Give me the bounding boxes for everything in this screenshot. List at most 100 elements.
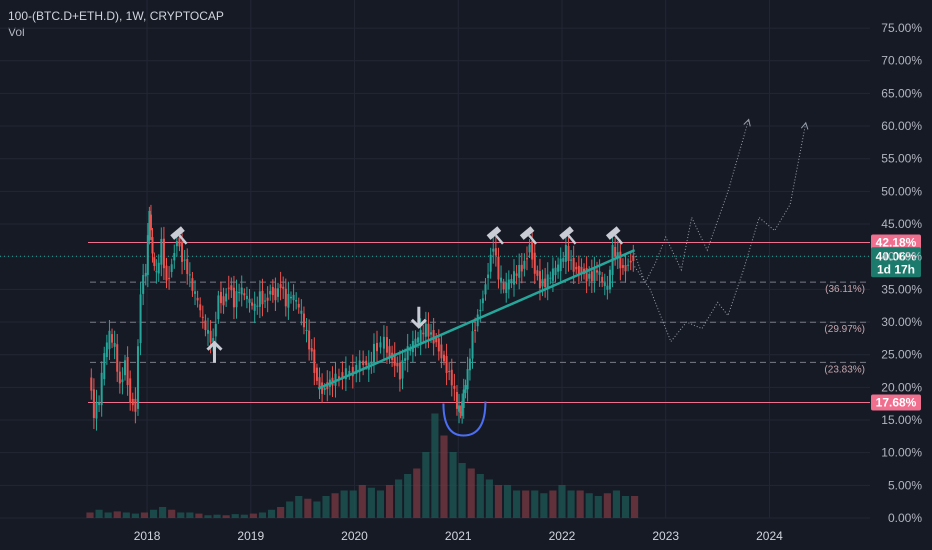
- y-axis-label: 55.00%: [881, 152, 922, 166]
- candle-body: [440, 344, 443, 359]
- y-axis-label: 0.00%: [888, 511, 922, 525]
- candle-body: [151, 237, 154, 254]
- candle-body: [222, 296, 225, 306]
- symbol-title[interactable]: 100-(BTC.D+ETH.D), 1W, CRYPTOCAP: [8, 9, 224, 23]
- candle-body: [549, 277, 552, 279]
- candle-body: [621, 265, 624, 268]
- candle-body: [300, 310, 303, 314]
- candle-body: [544, 278, 547, 288]
- projection-path[interactable]: [634, 119, 750, 285]
- candle-body: [146, 235, 149, 275]
- trendline[interactable]: [317, 249, 636, 390]
- candle-body: [471, 331, 474, 359]
- volume-bar: [222, 515, 230, 518]
- candle-body: [168, 277, 171, 279]
- volume-bar: [603, 493, 611, 518]
- candle-body: [595, 270, 598, 273]
- candle-body: [430, 332, 433, 335]
- candle-body: [455, 391, 458, 409]
- candle-body: [139, 294, 142, 344]
- candle-body: [575, 266, 578, 270]
- candle-body: [256, 305, 259, 307]
- y-axis-label: 50.00%: [881, 184, 922, 198]
- volume-bar: [431, 413, 439, 518]
- candle-body: [474, 329, 477, 331]
- candle-body: [608, 269, 611, 290]
- volume-bar: [549, 490, 557, 518]
- volume-bar: [322, 496, 330, 518]
- y-axis-label: 75.00%: [881, 21, 922, 35]
- candle-body: [148, 210, 151, 241]
- x-axis-label: 2023: [652, 529, 679, 543]
- candle-body: [261, 290, 264, 305]
- volume-bar: [440, 435, 448, 518]
- candle-body: [502, 282, 505, 290]
- cup-annotation[interactable]: [442, 401, 487, 437]
- volume-bar: [240, 514, 248, 518]
- volume-bar: [104, 512, 112, 518]
- candle-body: [358, 360, 361, 372]
- candle-body: [497, 256, 500, 280]
- candle-body: [379, 342, 382, 348]
- projection-path[interactable]: [634, 122, 807, 343]
- volume-bar: [567, 490, 575, 518]
- candle-body: [590, 271, 593, 282]
- candle-body: [121, 379, 124, 383]
- candle-body: [162, 238, 165, 269]
- arrow-down-icon: [410, 306, 427, 329]
- candle-body: [348, 371, 351, 375]
- volume-bar: [376, 490, 385, 518]
- candle-body: [313, 349, 316, 373]
- candle-body: [248, 298, 251, 303]
- volume-bar: [286, 501, 294, 518]
- candle-body: [629, 260, 632, 263]
- candle-body: [494, 248, 497, 256]
- candle-body: [424, 323, 427, 337]
- y-axis-label: 25.00%: [881, 348, 922, 362]
- volume-bar: [186, 512, 194, 518]
- candle-body: [144, 272, 147, 277]
- candle-body: [523, 260, 526, 269]
- candle-body: [462, 389, 465, 408]
- volume-bar: [540, 493, 548, 518]
- candle-body: [251, 302, 254, 306]
- candle-body: [305, 330, 308, 332]
- candle-body: [388, 346, 391, 357]
- candle-body: [318, 377, 321, 390]
- volume-bar: [413, 468, 421, 518]
- volume-bar: [349, 490, 357, 518]
- candle-body: [372, 343, 375, 363]
- candle-body: [515, 273, 518, 276]
- y-axis-label: 60.00%: [881, 119, 922, 133]
- level-badge: [871, 394, 921, 411]
- candle-body: [219, 291, 222, 304]
- volume-bar: [612, 490, 621, 518]
- candle-body: [98, 402, 101, 406]
- candle-body: [588, 273, 591, 279]
- candle-body: [513, 271, 516, 285]
- candle-body: [157, 262, 160, 274]
- candle-body: [453, 385, 456, 389]
- candle-body: [401, 360, 404, 379]
- volume-bar: [168, 509, 176, 518]
- candle-body: [266, 297, 269, 301]
- hammer-icon: [519, 226, 538, 245]
- candle-body: [398, 362, 401, 380]
- candle-body: [593, 268, 596, 282]
- x-axis-label: 2020: [341, 529, 368, 543]
- volume-bar: [295, 496, 303, 518]
- candle-body: [562, 258, 565, 262]
- fib-level-label: (36.11%): [825, 284, 865, 295]
- candle-body: [108, 330, 111, 350]
- y-axis-label: 40.00%: [881, 250, 922, 264]
- candle-body: [181, 241, 184, 262]
- candle-body: [466, 369, 469, 390]
- candle-body: [404, 358, 407, 361]
- candle-body: [419, 330, 422, 344]
- volume-bar: [267, 509, 276, 518]
- candle-body: [308, 330, 311, 350]
- candle-body: [230, 285, 233, 291]
- candle-body: [365, 360, 368, 365]
- candle-body: [525, 258, 528, 260]
